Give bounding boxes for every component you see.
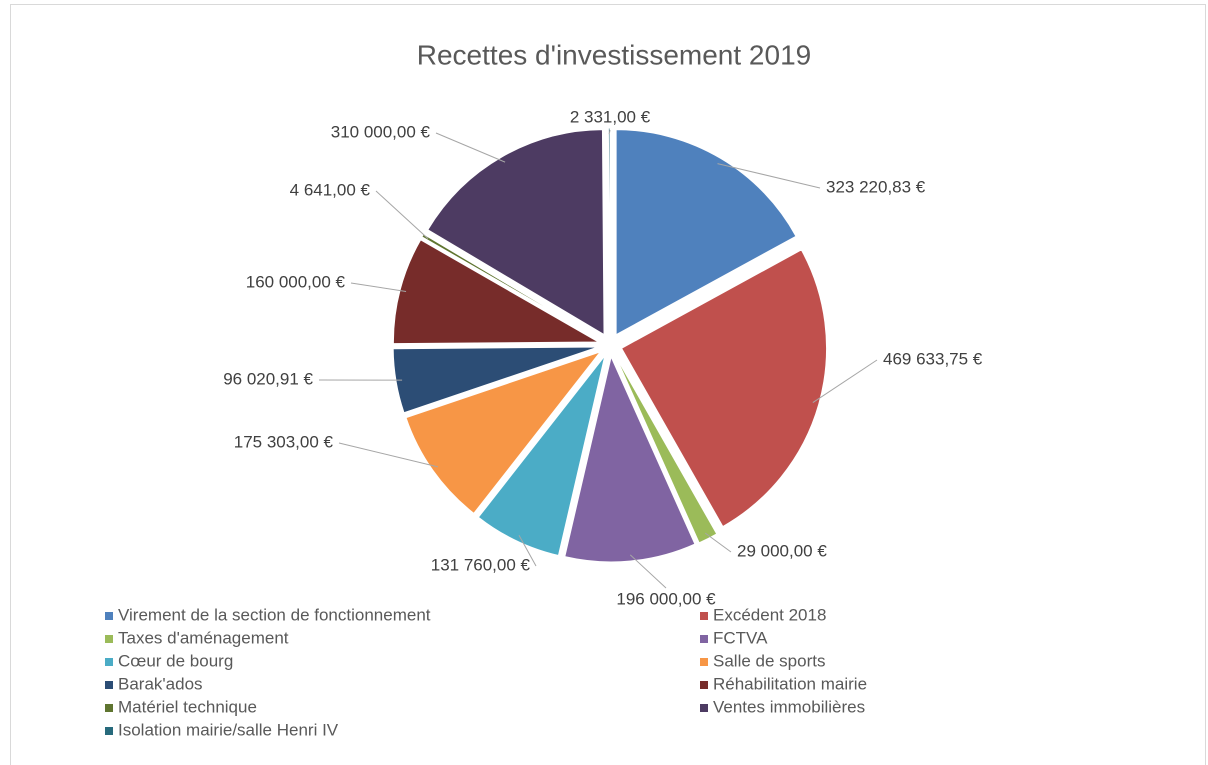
data-label: 175 303,00 € bbox=[234, 432, 334, 451]
legend-swatch bbox=[105, 635, 113, 643]
data-label: 4 641,00 € bbox=[290, 180, 371, 199]
data-label: 131 760,00 € bbox=[431, 555, 531, 574]
data-label: 196 000,00 € bbox=[616, 589, 716, 608]
pie-slice bbox=[607, 127, 611, 334]
legend-label: Matériel technique bbox=[118, 697, 257, 716]
pie-slice bbox=[392, 239, 601, 345]
pie-slice bbox=[392, 346, 599, 414]
legend-label: Cœur de bourg bbox=[118, 651, 233, 670]
legend-label: Ventes immobilières bbox=[713, 697, 865, 716]
legend-swatch bbox=[105, 681, 113, 689]
pie-slice bbox=[620, 249, 828, 528]
leader-line bbox=[350, 282, 407, 292]
legend-swatch bbox=[105, 704, 113, 712]
data-label: 310 000,00 € bbox=[331, 122, 431, 141]
legend-swatch bbox=[700, 704, 708, 712]
leader-line bbox=[518, 534, 537, 567]
data-label: 469 633,75 € bbox=[883, 349, 983, 368]
leader-line bbox=[608, 129, 611, 135]
legend-swatch bbox=[700, 635, 708, 643]
leader-line bbox=[704, 532, 732, 553]
pie-slice bbox=[615, 129, 797, 336]
data-label: 29 000,00 € bbox=[737, 541, 827, 560]
pie-slice bbox=[477, 355, 606, 557]
data-label: 323 220,83 € bbox=[826, 177, 926, 196]
legend-label: Virement de la section de fonctionnement bbox=[118, 605, 431, 624]
legend-label: Salle de sports bbox=[713, 651, 825, 670]
legend-swatch bbox=[700, 658, 708, 666]
pie-slice bbox=[564, 355, 696, 563]
legend-swatch bbox=[105, 727, 113, 735]
pie-slice bbox=[405, 350, 602, 515]
chart-title: Recettes d'investissement 2019 bbox=[417, 39, 811, 70]
leader-line bbox=[338, 442, 439, 468]
pie-slice bbox=[614, 355, 718, 544]
legend-swatch bbox=[105, 612, 113, 620]
legend-label: FCTVA bbox=[713, 628, 768, 647]
data-label: 160 000,00 € bbox=[246, 272, 346, 291]
leader-line bbox=[435, 132, 506, 163]
legend-label: Excédent 2018 bbox=[713, 605, 826, 624]
legend-swatch bbox=[700, 612, 708, 620]
legend-swatch bbox=[105, 658, 113, 666]
leader-line bbox=[375, 190, 429, 239]
leader-line bbox=[629, 554, 667, 589]
legend-label: Réhabilitation mairie bbox=[713, 674, 867, 693]
legend-swatch bbox=[700, 681, 708, 689]
leader-line bbox=[717, 163, 821, 189]
legend-label: Isolation mairie/salle Henri IV bbox=[118, 720, 339, 739]
pie-slice bbox=[427, 129, 605, 336]
data-label: 96 020,91 € bbox=[223, 369, 313, 388]
legend-label: Barak'ados bbox=[118, 674, 203, 693]
leader-line bbox=[812, 359, 878, 404]
data-label: 2 331,00 € bbox=[570, 107, 651, 126]
legend-label: Taxes d'aménagement bbox=[118, 628, 289, 647]
